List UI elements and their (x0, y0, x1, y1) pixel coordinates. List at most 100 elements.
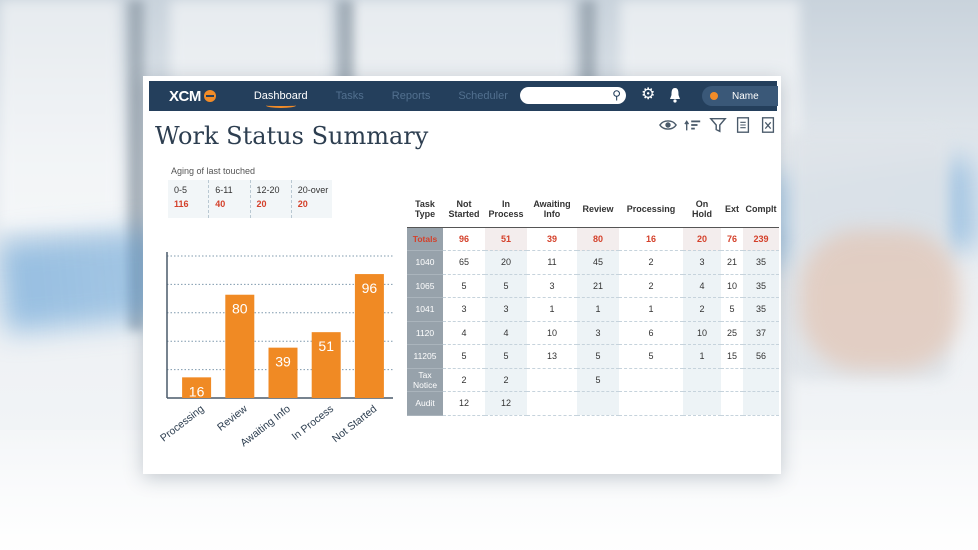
eye-icon[interactable] (659, 116, 677, 134)
table-cell (721, 368, 743, 392)
background-window (0, 0, 120, 230)
filter-icon[interactable] (709, 116, 727, 134)
task-type-cell: Audit (407, 391, 443, 416)
category-label: Not Started (330, 403, 379, 445)
column-header[interactable]: Ext (721, 192, 743, 228)
table-cell: 239 (743, 227, 779, 251)
table-cell: 1 (619, 297, 683, 322)
table-cell: 2 (443, 368, 485, 392)
table-cell: 20 (683, 227, 721, 251)
column-header[interactable]: Processing (619, 192, 683, 228)
column-header[interactable]: In Process (485, 192, 527, 228)
chart-bar (268, 347, 298, 398)
totals-row[interactable]: Totals 96 51 39 80 16 20 76 239 (407, 227, 779, 251)
table-cell: 5 (577, 368, 619, 392)
table-cell: 5 (485, 344, 527, 369)
page-title: Work Status Summary (155, 122, 429, 150)
table-cell: 39 (527, 227, 577, 251)
table-cell (577, 391, 619, 416)
table-row[interactable]: 1041 3 3 1 1 1 2 5 35 (407, 297, 779, 322)
user-status-icon (710, 92, 718, 100)
chart-bar (182, 377, 212, 398)
table-cell: 21 (577, 274, 619, 298)
document-icon[interactable] (734, 116, 752, 134)
table-cell: 65 (443, 250, 485, 275)
tab-reports[interactable]: Reports (391, 90, 431, 102)
table-cell (683, 391, 721, 416)
top-navbar: XCM Dashboard Tasks Reports Scheduler ⚲ … (149, 81, 778, 111)
table-row[interactable]: 11205 5 5 13 5 5 1 15 56 (407, 344, 779, 369)
table-cell: 4 (443, 321, 485, 345)
gear-icon[interactable]: ⚙ (641, 86, 656, 103)
bell-icon[interactable] (669, 86, 681, 104)
dashboard-card: XCM Dashboard Tasks Reports Scheduler ⚲ … (143, 76, 781, 474)
aging-bucket[interactable]: 12-20 20 (251, 180, 292, 218)
tab-dashboard[interactable]: Dashboard (253, 90, 308, 108)
table-cell: 11 (527, 250, 577, 275)
column-header[interactable]: Awaiting Info (527, 192, 577, 228)
aging-label: Aging of last touched (171, 166, 256, 176)
table-cell: 1 (577, 297, 619, 322)
xcm-logo[interactable]: XCM (169, 88, 216, 105)
table-cell: 21 (721, 250, 743, 275)
aging-summary: 0-5 116 6-11 40 12-20 20 20-over 20 (168, 180, 332, 218)
aging-bucket[interactable]: 0-5 116 (168, 180, 210, 218)
table-cell (743, 368, 779, 392)
search-input[interactable]: ⚲ (520, 87, 626, 104)
table-cell: 13 (527, 344, 577, 369)
column-header[interactable]: Not Started (443, 192, 485, 228)
column-header[interactable]: Complt (743, 192, 779, 228)
table-cell: 1 (683, 344, 721, 369)
bar-value-label: 80 (232, 301, 248, 317)
table-cell: 16 (619, 227, 683, 251)
work-status-table: Task Type Not Started In Process Awaiting I… (407, 192, 779, 416)
aging-range: 20-over (297, 185, 329, 195)
table-body: Totals 96 51 39 80 16 20 76 239 1040 65 20 11 45 2 3 21 3… (407, 227, 779, 416)
task-type-cell: 1041 (407, 297, 443, 322)
table-row[interactable]: Tax Notice 2 2 5 (407, 368, 779, 392)
table-cell: 15 (721, 344, 743, 369)
tab-scheduler[interactable]: Scheduler (458, 90, 508, 102)
table-cell: 2 (619, 274, 683, 298)
column-header[interactable]: On Hold (683, 192, 721, 228)
search-icon[interactable]: ⚲ (612, 88, 621, 102)
task-type-cell: 1120 (407, 321, 443, 345)
user-menu[interactable]: Name (702, 86, 778, 106)
table-cell (619, 391, 683, 416)
table-cell: 1 (527, 297, 577, 322)
table-cell (527, 368, 577, 392)
background-hand (800, 230, 960, 370)
table-cell: 6 (619, 321, 683, 345)
column-header[interactable]: Task Type (407, 192, 443, 228)
sort-icon[interactable] (684, 116, 702, 134)
aging-range: 0-5 (174, 185, 188, 195)
column-header[interactable]: Review (577, 192, 619, 228)
table-header-row: Task Type Not Started In Process Awaiting I… (407, 192, 779, 228)
table-cell: 35 (743, 297, 779, 322)
table-cell: 25 (721, 321, 743, 345)
bar-value-label: 39 (275, 354, 291, 370)
aging-bucket[interactable]: 20-over 20 (292, 180, 332, 218)
excel-icon[interactable] (759, 116, 777, 134)
table-row[interactable]: 1040 65 20 11 45 2 3 21 35 (407, 250, 779, 275)
tab-tasks[interactable]: Tasks (335, 90, 364, 102)
table-row[interactable]: Audit 12 12 (407, 391, 779, 416)
table-row[interactable]: 1120 4 4 10 3 6 10 25 37 (407, 321, 779, 345)
toolbar (659, 116, 784, 134)
table-cell (683, 368, 721, 392)
task-type-cell: 11205 (407, 344, 443, 369)
table-cell: 4 (683, 274, 721, 298)
table-cell: 5 (443, 274, 485, 298)
aging-bucket[interactable]: 6-11 40 (209, 180, 251, 218)
table-cell: 37 (743, 321, 779, 345)
aging-count: 40 (215, 199, 226, 209)
category-label: In Process (290, 403, 336, 443)
table-cell: 12 (443, 391, 485, 416)
table-cell: 10 (721, 274, 743, 298)
table-row[interactable]: 1065 5 5 3 21 2 4 10 35 (407, 274, 779, 298)
task-type-cell: Tax Notice (407, 368, 443, 392)
table-cell: 5 (619, 344, 683, 369)
table-cell: 51 (485, 227, 527, 251)
table-cell: 76 (721, 227, 743, 251)
aging-count: 20 (297, 199, 308, 209)
